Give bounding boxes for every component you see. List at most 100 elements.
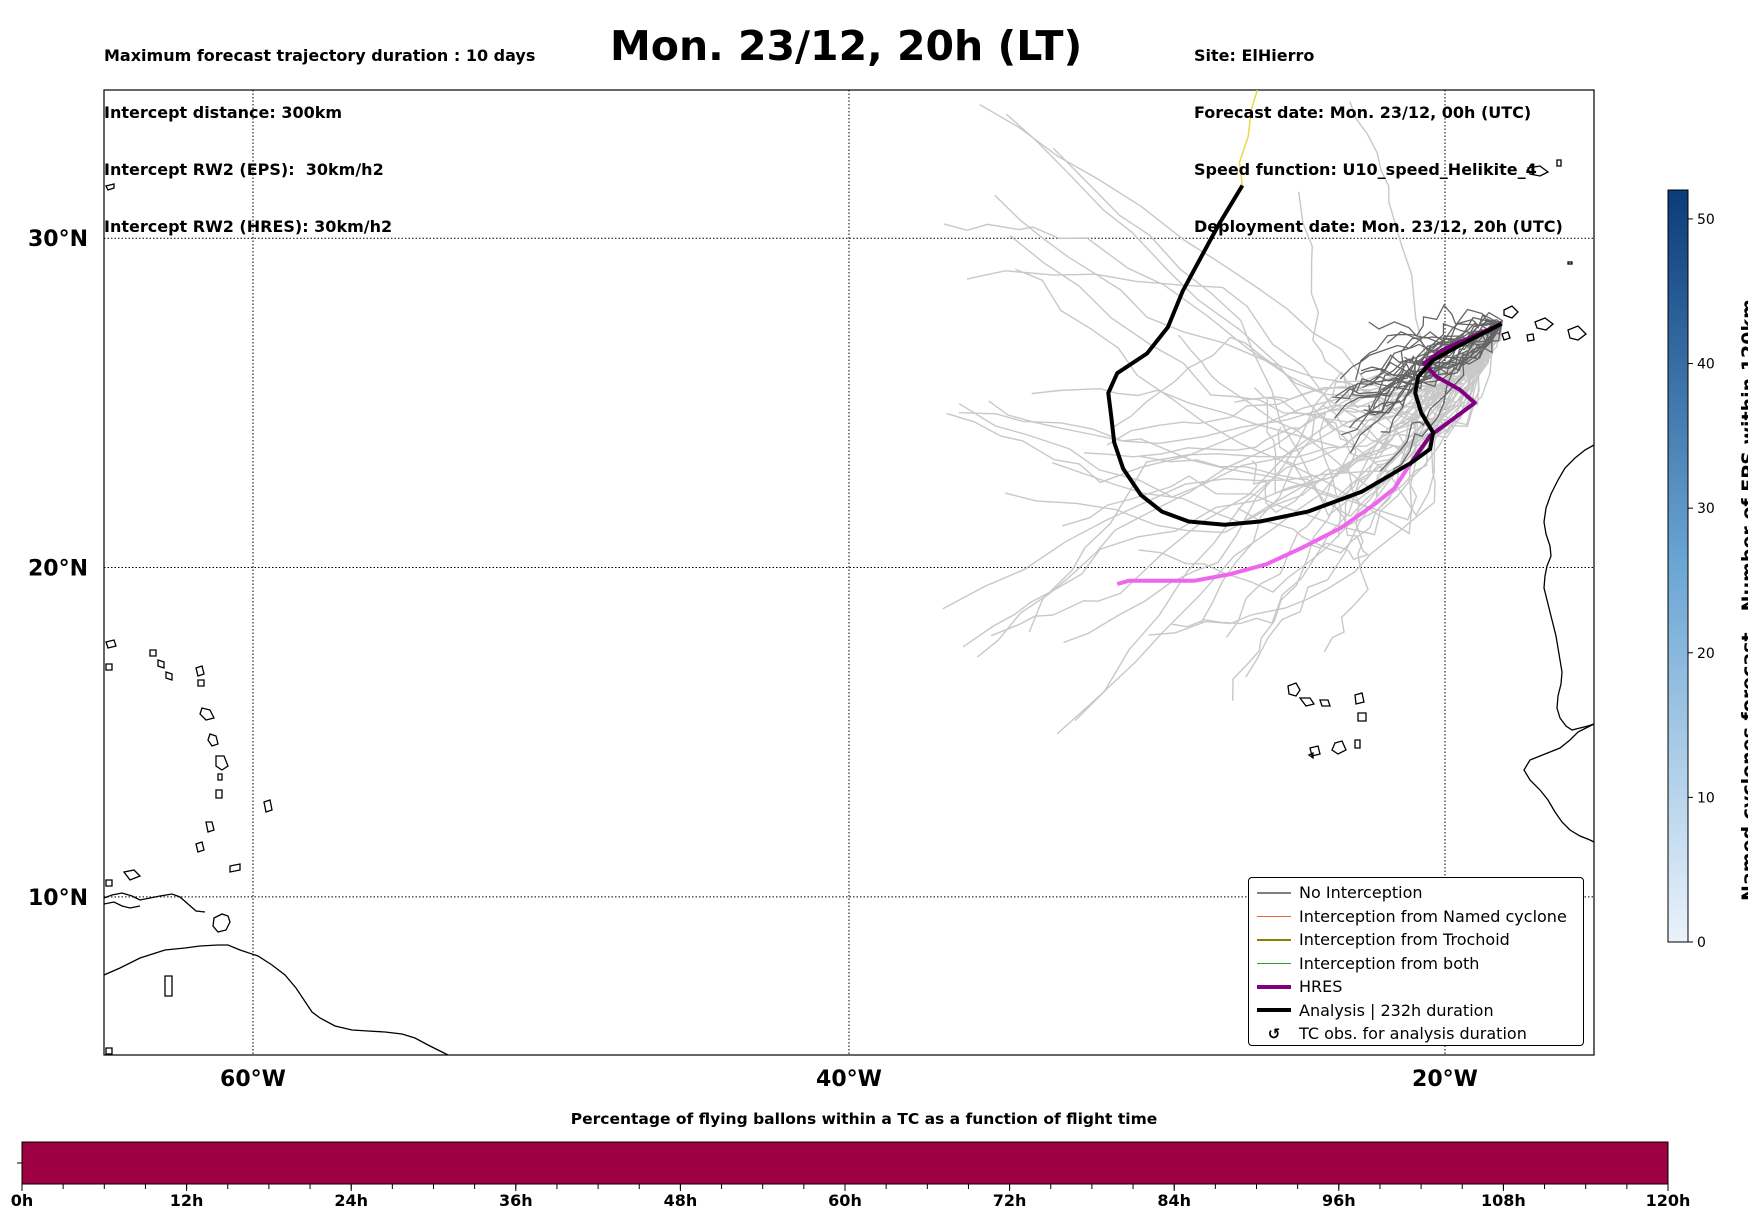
- antilles-island-17: [122, 869, 142, 881]
- trinidad-coast: [212, 913, 231, 933]
- hres-track-late: [1116, 464, 1411, 586]
- latitude-labels: 30°N 20°N 10°N: [28, 227, 88, 911]
- legend-line-icon: [1257, 984, 1291, 989]
- lon-label: 20°W: [1412, 1067, 1478, 1092]
- antilles-island-10: [215, 755, 229, 771]
- legend-line-icon: [1257, 915, 1291, 917]
- flight-time-colorbar: 0h 12h 24h 36h 48h 60h 72h 84h 96h 108h 120h: [11, 1141, 1690, 1210]
- legend-label: Interception from Named cyclone: [1299, 906, 1567, 926]
- cape-verde-3: [1319, 699, 1331, 707]
- eps-trajectory: [1335, 323, 1502, 404]
- flight-time-tick-label: 48h: [664, 1191, 698, 1210]
- eps-trajectory: [1277, 323, 1503, 518]
- header-left-line: Intercept distance: 300km: [104, 103, 343, 122]
- eps-trajectory: [1354, 319, 1503, 381]
- eps-colorbar-title: Named cyclones forecast - Number of EPS …: [1738, 299, 1748, 901]
- flight-time-tick-label: 84h: [1157, 1191, 1191, 1210]
- antilles-island-2: [105, 663, 113, 671]
- antilles-island-3: [149, 649, 157, 657]
- header-left-line: Intercept RW2 (EPS): 30km/h2: [104, 160, 384, 179]
- canary-island-5: [1526, 333, 1535, 342]
- canary-island-3: [1567, 325, 1587, 341]
- antilles-island-18: [105, 879, 113, 887]
- cape-verde-4: [1354, 692, 1365, 705]
- south-america-coast: [104, 944, 449, 1055]
- lat-label: 10°N: [28, 886, 88, 911]
- legend-line-icon: [1257, 962, 1291, 964]
- eps-trajectory: [1061, 323, 1503, 536]
- eps-trajectories: [942, 101, 1504, 735]
- flight-time-tick-label: 60h: [828, 1191, 862, 1210]
- header-right-line: Speed function: U10_speed_Helikite_4: [1194, 160, 1537, 179]
- lon-label: 60°W: [220, 1067, 286, 1092]
- eps-colorbar-tick-label: 40: [1697, 357, 1715, 373]
- cape-verde-6: [1331, 740, 1347, 755]
- eps-trajectory: [946, 323, 1503, 484]
- madeira-island: [1527, 165, 1550, 177]
- legend-swatch: [1249, 892, 1299, 894]
- legend-line-icon: [1257, 892, 1291, 894]
- madeira-island-3: [1567, 261, 1573, 265]
- antilles-island-12: [215, 789, 223, 799]
- legend-line-icon: [1257, 1008, 1291, 1013]
- eps-colorbar-ticks: 0 10 20 30 40 50: [1688, 212, 1715, 951]
- header-right-line: Forecast date: Mon. 23/12, 00h (UTC): [1194, 103, 1532, 122]
- eps-trajectory: [1362, 323, 1503, 389]
- flight-time-tick-label: 0h: [11, 1191, 34, 1210]
- flight-time-tick-label: 24h: [334, 1191, 368, 1210]
- header-left-info: Maximum forecast trajectory duration : 1…: [104, 8, 535, 255]
- header-right-line: Site: ElHierro: [1194, 46, 1315, 65]
- canary-island-4: [1501, 331, 1511, 341]
- antilles-island-8: [199, 707, 215, 721]
- west-africa-coast: [1543, 444, 1594, 731]
- map-title: Mon. 23/12, 20h (LT): [610, 22, 1083, 70]
- cape-verde-9: [1307, 751, 1314, 760]
- cape-verde-1: [1287, 682, 1301, 697]
- legend-swatch: [1249, 984, 1299, 989]
- west-africa-coast-south: [1523, 723, 1594, 843]
- eps-count-colorbar: 0 10 20 30 40 50: [1667, 189, 1715, 951]
- lon-label: 40°W: [816, 1067, 882, 1092]
- antilles-island-9: [207, 733, 219, 747]
- caribbean-coast-a: [104, 892, 206, 913]
- legend-item: Interception from both: [1249, 952, 1583, 976]
- madeira-island-2: [1556, 159, 1562, 167]
- legend-swatch: [1249, 915, 1299, 917]
- coastlines: [104, 159, 1594, 1055]
- legend-label: No Interception: [1299, 883, 1423, 903]
- antilles-island-15: [263, 799, 273, 813]
- antilles-island-13: [205, 821, 215, 833]
- flight-time-colorbar-title: Percentage of flying ballons within a TC…: [570, 1110, 1158, 1128]
- legend-swatch: [1249, 939, 1299, 941]
- eps-trajectory: [1063, 323, 1503, 644]
- azores-island-1: [105, 183, 115, 191]
- legend-item: HRES: [1249, 975, 1583, 999]
- lat-label: 20°N: [28, 557, 88, 582]
- eps-trajectory: [1385, 323, 1502, 408]
- map-area: 30°N 20°N 10°N 60°W 40°W 20°W: [28, 89, 1595, 1092]
- antilles-island-7: [197, 679, 205, 687]
- eps-trajectory: [1232, 323, 1503, 701]
- eps-colorbar-tick-label: 20: [1697, 646, 1715, 662]
- canary-island-1: [1503, 305, 1519, 319]
- legend-item: ↺ TC obs. for analysis duration: [1249, 1022, 1583, 1046]
- legend-item: Analysis | 232h duration: [1249, 999, 1583, 1023]
- flight-time-colorbar-fill: [21, 1141, 1669, 1185]
- antilles-island-14: [195, 841, 205, 853]
- longitude-labels: 60°W 40°W 20°W: [220, 1067, 1478, 1092]
- legend-swatch: [1249, 962, 1299, 964]
- legend-label: TC obs. for analysis duration: [1299, 1024, 1527, 1044]
- eps-trajectory: [1298, 191, 1503, 407]
- eps-colorbar-tick-label: 10: [1697, 790, 1715, 806]
- flight-time-tick-label: 96h: [1322, 1191, 1356, 1210]
- map-legend: No Interception Interception from Named c…: [1248, 877, 1584, 1046]
- eps-trajectory: [1225, 323, 1503, 638]
- eps-colorbar-tick-label: 0: [1697, 935, 1706, 951]
- deterministic-tracks: [1106, 90, 1503, 586]
- eps-colorbar-tick-label: 50: [1697, 212, 1715, 228]
- legend-label: Analysis | 232h duration: [1299, 1000, 1494, 1020]
- flight-time-tick-label: 36h: [499, 1191, 533, 1210]
- eps-colorbar-fill: [1667, 189, 1689, 943]
- header-left-line: Maximum forecast trajectory duration : 1…: [104, 46, 536, 65]
